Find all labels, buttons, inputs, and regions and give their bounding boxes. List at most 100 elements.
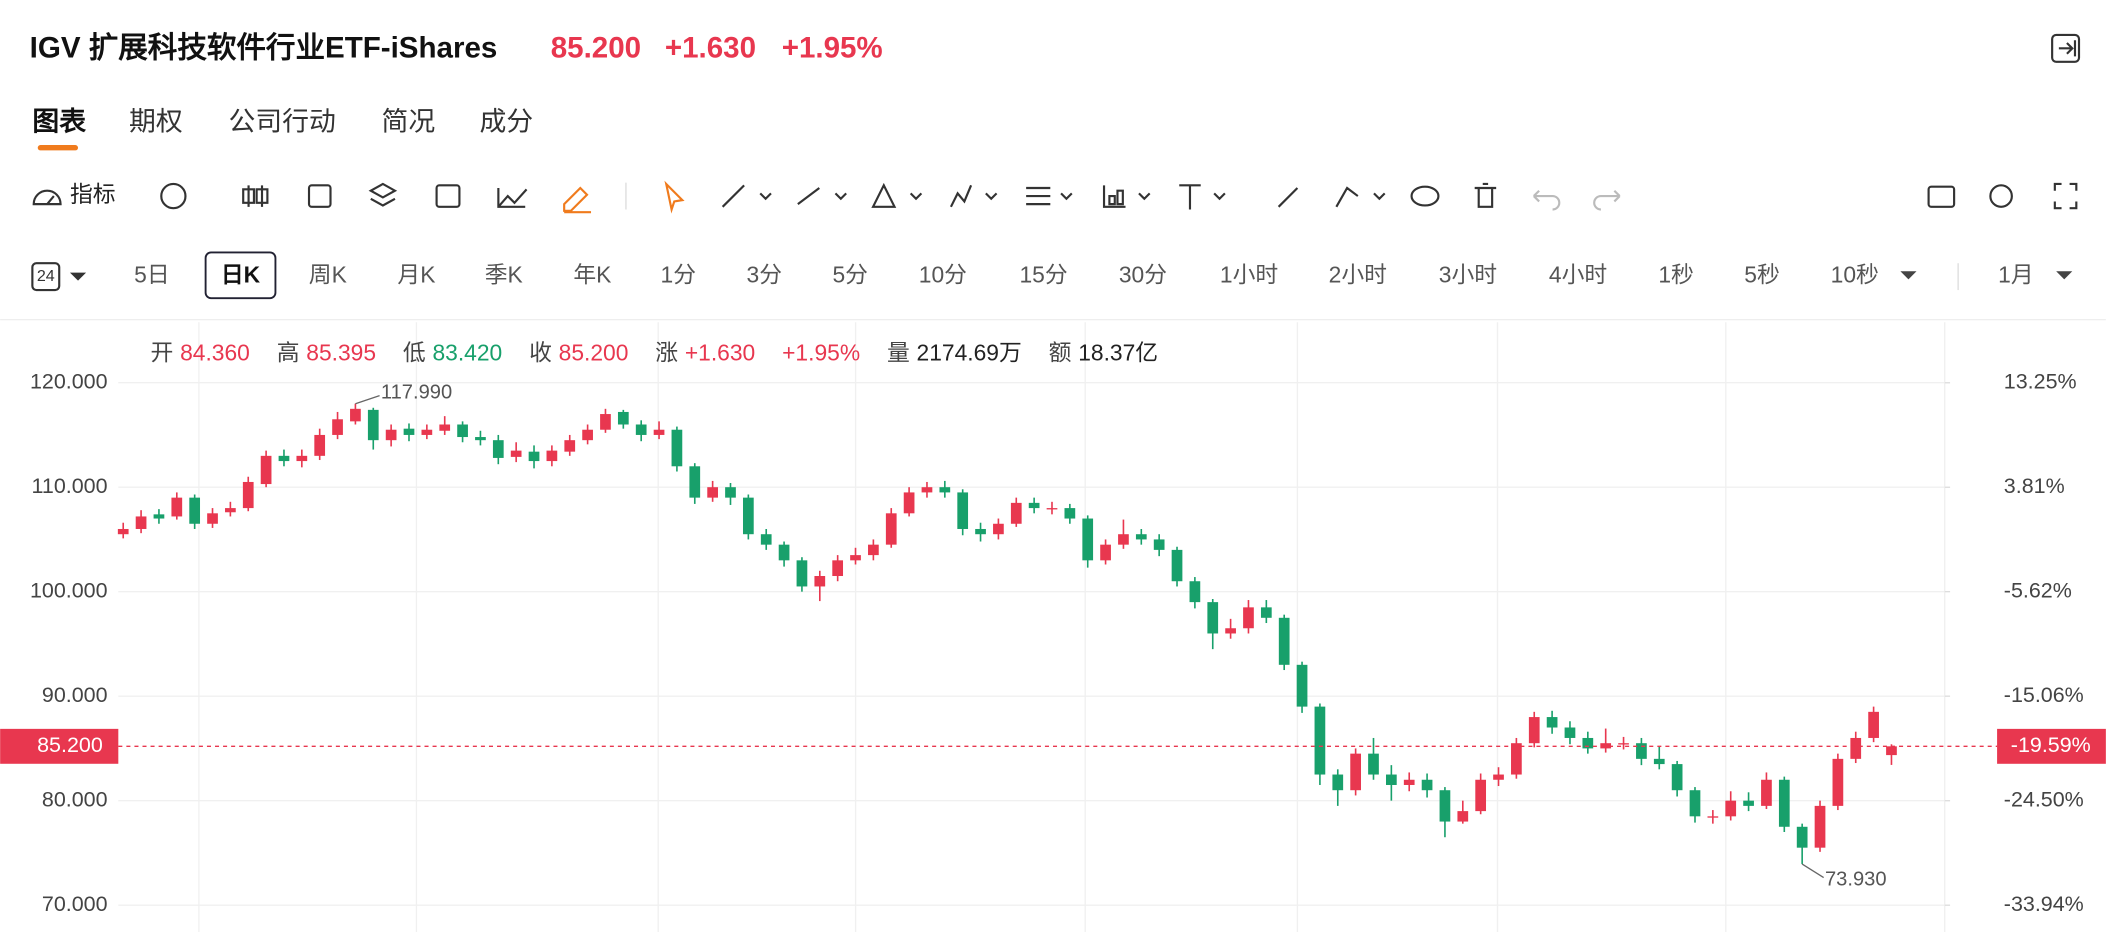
candle-body — [1707, 816, 1719, 818]
candle-body — [1493, 774, 1504, 780]
y-tick-label: 70.000 — [42, 892, 108, 916]
screenshot-icon[interactable] — [1927, 185, 1956, 208]
symbol-title: IGV 扩展科技软件行业ETF-iShares — [30, 31, 498, 64]
tab[interactable]: 成分 — [480, 107, 534, 137]
candle-body — [242, 481, 254, 509]
replay-icon[interactable] — [160, 182, 187, 210]
period-button[interactable]: 1分 — [661, 262, 697, 288]
period-button[interactable]: 日K — [221, 262, 261, 288]
candle-body — [1546, 717, 1558, 728]
candle-body — [939, 487, 951, 493]
candle-body — [1618, 743, 1629, 745]
settings-icon[interactable] — [1989, 184, 2013, 208]
period-button[interactable]: 5日 — [134, 262, 170, 288]
info-value: 83.420 — [432, 340, 502, 366]
candle-body — [117, 528, 129, 535]
candle-body — [225, 508, 236, 513]
period-button[interactable]: 3分 — [747, 262, 783, 288]
candle-body — [1046, 508, 1058, 510]
candle-body — [492, 440, 504, 458]
delete-icon[interactable] — [1474, 182, 1497, 208]
candle-body — [564, 440, 576, 452]
period-button[interactable]: 15分 — [1020, 262, 1068, 288]
tab[interactable]: 简况 — [382, 107, 436, 137]
candle-body — [475, 437, 486, 441]
period-button[interactable]: 5分 — [832, 262, 868, 288]
drawing-tools[interactable] — [721, 182, 1386, 210]
compare-icon[interactable] — [435, 184, 461, 208]
change: +1.630 — [665, 31, 756, 64]
candle-body — [1332, 774, 1344, 791]
period-button[interactable]: 1秒 — [1658, 262, 1694, 288]
cursor-icon[interactable] — [664, 180, 685, 214]
shape-icon[interactable] — [307, 184, 332, 208]
candle-body — [1028, 502, 1040, 509]
fullscreen-icon[interactable] — [2053, 182, 2078, 210]
period-button[interactable]: 4小时 — [1549, 262, 1607, 288]
info-label: 量 — [887, 340, 910, 366]
tab[interactable]: 期权 — [129, 107, 183, 137]
period-button[interactable]: 季K — [485, 262, 523, 288]
candle-body — [1832, 758, 1844, 806]
trend-icon[interactable] — [497, 188, 528, 208]
period-button[interactable]: 10分 — [919, 262, 967, 288]
candle-body — [1671, 764, 1683, 791]
info-label: 开 — [151, 340, 174, 366]
period-button[interactable]: 5秒 — [1744, 262, 1780, 288]
tab[interactable]: 公司行动 — [228, 107, 335, 137]
candle-body — [1314, 706, 1326, 775]
candle-body — [1207, 602, 1219, 634]
candle-body — [1761, 779, 1772, 806]
visibility-icon[interactable] — [1410, 185, 1440, 207]
info-label: 低 — [403, 340, 426, 366]
period-button[interactable]: 月K — [397, 262, 435, 288]
candle-body — [510, 450, 522, 457]
candle-body — [296, 455, 308, 462]
info-value: 85.395 — [306, 340, 376, 366]
undo-redo[interactable] — [1533, 189, 1621, 211]
collapse-button[interactable] — [2051, 33, 2081, 63]
candle-body — [1100, 544, 1111, 561]
candle-body — [1171, 549, 1183, 582]
candle-body — [1010, 502, 1022, 524]
tab[interactable]: 图表 — [32, 107, 86, 137]
info-value: 84.360 — [180, 340, 250, 366]
last-pct-label: -19.59% — [2011, 733, 2091, 757]
period-button[interactable]: 年K — [573, 262, 611, 288]
y2-tick-label: -24.50% — [2004, 787, 2084, 811]
info-value: 85.200 — [559, 340, 629, 366]
indicator-button[interactable]: 指标 — [70, 181, 116, 207]
period-button[interactable]: 2小时 — [1329, 262, 1387, 288]
candle-body — [1260, 607, 1272, 618]
candle-icon[interactable] — [242, 185, 269, 207]
candle-body — [1296, 664, 1308, 707]
candle-body — [760, 534, 772, 545]
y2-tick-label: -33.94% — [2004, 892, 2084, 916]
candle-body — [778, 544, 790, 561]
candle-body — [1814, 805, 1826, 848]
candle-body — [260, 455, 272, 485]
period-button[interactable]: 周K — [309, 262, 347, 288]
period-button[interactable]: 1月 — [1998, 262, 2034, 288]
period-button[interactable]: 1小时 — [1220, 262, 1278, 288]
y-tick-label: 120.000 — [30, 369, 108, 393]
indicator-icon[interactable] — [32, 189, 62, 206]
period-button[interactable]: 10秒 — [1831, 262, 1879, 288]
info-label: 额 — [1049, 340, 1072, 366]
period-button[interactable]: 3小时 — [1439, 262, 1497, 288]
period-button[interactable]: 30分 — [1119, 262, 1167, 288]
candle-body — [975, 528, 986, 535]
draw-icon[interactable] — [563, 186, 592, 214]
candle-body — [1636, 743, 1647, 759]
candle-body — [1278, 617, 1290, 665]
candle-body — [957, 492, 969, 529]
candle-body — [742, 497, 754, 535]
candle-body — [653, 429, 665, 435]
period-select[interactable]: 24 — [37, 267, 55, 285]
period-select-box[interactable] — [31, 262, 61, 292]
last-pct-tag — [1997, 728, 2106, 764]
candle-body — [1439, 790, 1451, 822]
candle-body — [403, 428, 415, 435]
layer-icon[interactable] — [368, 182, 398, 207]
candle-body — [1457, 811, 1469, 822]
